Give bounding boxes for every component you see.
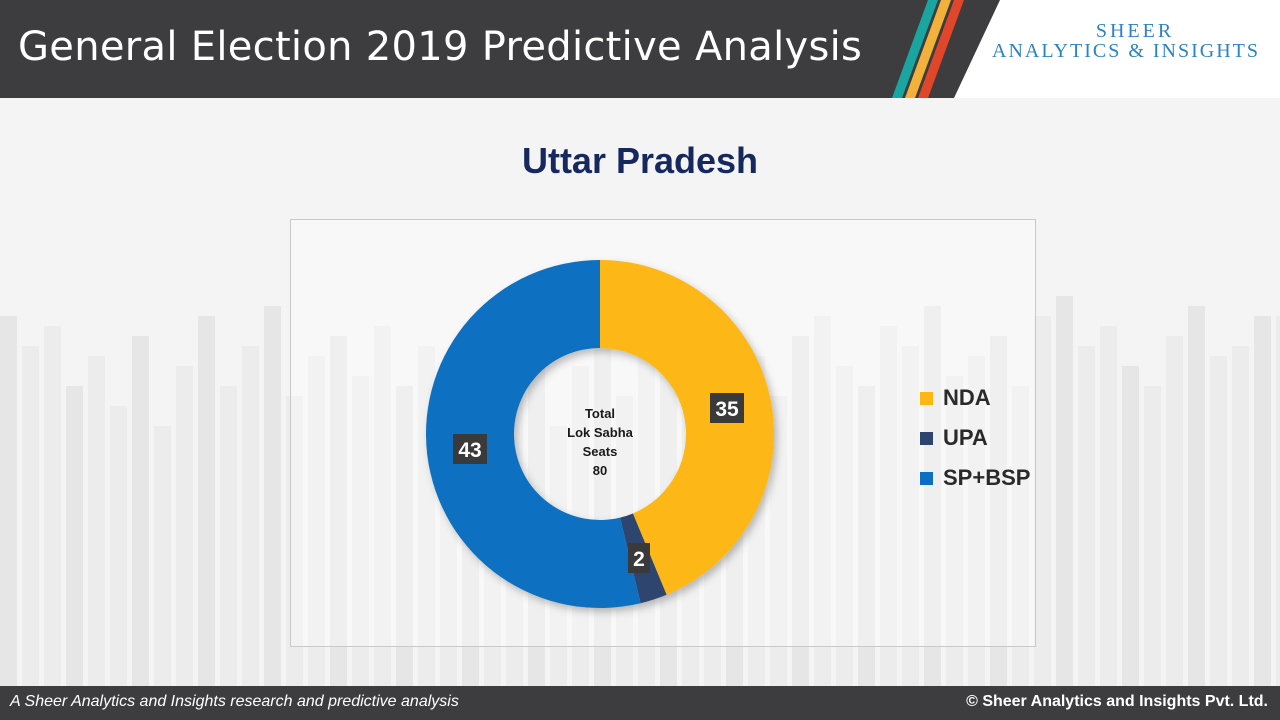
legend-item-sp-bsp: SP+BSP [920, 458, 1030, 498]
center-label-line: Seats [582, 444, 618, 459]
data-label-box [628, 543, 650, 573]
data-label: 43 [458, 439, 481, 462]
donut-slice-nda [600, 260, 775, 595]
legend-swatch [920, 471, 933, 485]
chart-title: Uttar Pradesh [521, 140, 759, 181]
data-label-box [453, 434, 487, 464]
footer-bar: A Sheer Analytics and Insights research … [0, 686, 1280, 720]
legend-swatch [920, 431, 933, 445]
data-label-box [710, 393, 744, 423]
center-label-line: Total [584, 406, 616, 421]
legend-label: NDA [943, 385, 991, 410]
legend-label: SP+BSP [943, 465, 1031, 490]
logo-stripes [892, 0, 1280, 98]
legend-item-nda: NDA [920, 378, 1030, 418]
footer-tagline: A Sheer Analytics and Insights research … [10, 693, 459, 710]
center-label-line: Lok Sabha [567, 425, 633, 440]
logo-analytics-insights: ANALYTICS & INSIGHTS [992, 40, 1260, 62]
legend-label: UPA [943, 425, 988, 450]
data-label: 35 [715, 398, 739, 421]
legend-swatch [920, 391, 933, 405]
legend: NDA UPA SP+BSP [920, 378, 1030, 498]
footer-copyright: © Sheer Analytics and Insights Pvt. Ltd. [966, 693, 1268, 710]
donut-center-label: Total Lok Sabha Seats 80 [540, 404, 660, 480]
donut-slice-sp-bsp [426, 260, 641, 608]
page-title: General Election 2019 Predictive Analysi… [18, 24, 863, 70]
logo-sheer: SHEER [1095, 20, 1175, 42]
data-label: 2 [633, 548, 645, 571]
center-label-total: 80 [592, 463, 608, 478]
legend-item-upa: UPA [920, 418, 1030, 458]
